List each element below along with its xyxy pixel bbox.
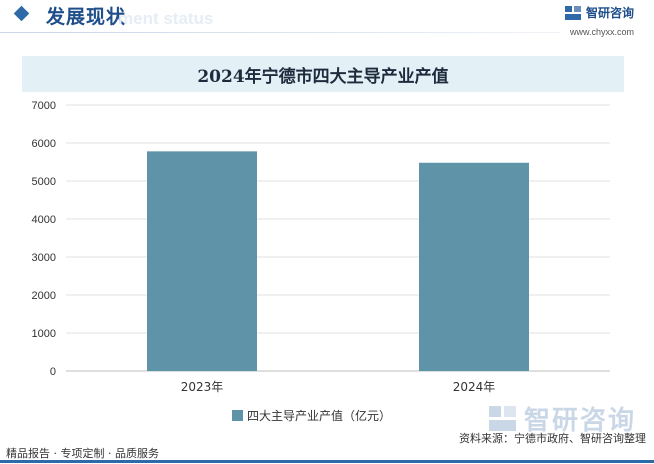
bars [147, 151, 529, 371]
footer-tagline: 精品报告 · 专项定制 · 品质服务 [6, 447, 159, 460]
section-subtitle-ghost: ment status [118, 9, 214, 28]
chart-title: 2024年宁德市四大主导产业产值 [197, 67, 449, 87]
bar [147, 151, 257, 371]
x-tick-label: 2024年 [453, 380, 496, 394]
y-tick-label: 5000 [32, 176, 56, 188]
y-axis-ticks: 0 1000 2000 3000 4000 5000 6000 7000 [32, 100, 56, 378]
header-divider [0, 32, 560, 33]
legend-swatch [232, 410, 243, 421]
bar [419, 162, 529, 371]
footer-rule [0, 460, 654, 463]
brand-logo: 智研咨询 [564, 4, 634, 21]
chart-legend: 四大主导产业产值（亿元） [232, 408, 391, 423]
y-tick-label: 6000 [32, 138, 56, 150]
x-axis-ticks: 2023年 2024年 [181, 380, 496, 394]
page-header: 发展现状 ment status 智研咨询 www.chyxx.com [0, 0, 654, 40]
watermark-logo: 智研咨询 [488, 400, 636, 437]
watermark-mark-icon [488, 405, 516, 431]
watermark-name: 智研咨询 [523, 406, 636, 436]
y-tick-label: 1000 [32, 328, 56, 340]
x-tick-label: 2023年 [181, 380, 224, 394]
brand-name: 智研咨询 [585, 6, 634, 20]
y-tick-label: 0 [50, 366, 56, 378]
y-tick-label: 4000 [32, 214, 56, 226]
legend-label: 四大主导产业产值（亿元） [247, 408, 391, 423]
y-tick-label: 2000 [32, 290, 56, 302]
brand-mark-icon [564, 5, 581, 20]
y-tick-label: 7000 [32, 100, 56, 112]
section-title: 发展现状 [46, 6, 127, 28]
brand-url: www.chyxx.com [569, 27, 634, 37]
chart-title-band: 2024年宁德市四大主导产业产值 [22, 56, 624, 92]
y-tick-label: 3000 [32, 252, 56, 264]
source-note: 资料来源：宁德市政府、智研咨询整理 [459, 432, 646, 445]
